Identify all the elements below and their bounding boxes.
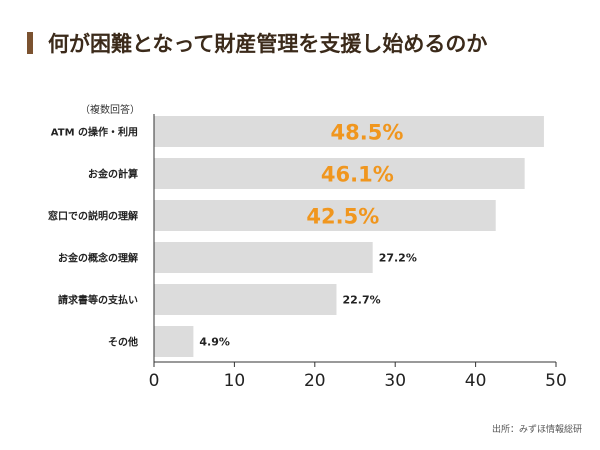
value-label: 22.7% [343,294,381,307]
x-tick-label: 50 [545,371,567,391]
chart-title: 何が困難となって財産管理を支援し始めるのか [48,32,488,56]
value-label: 4.9% [199,336,230,349]
bar [154,116,544,147]
x-tick-label: 0 [149,371,160,391]
source-credit: 出所：みずほ情報総研 [491,425,582,435]
category-label: その他 [108,336,138,349]
category-label: 請求書等の支払い [58,294,138,307]
bar [154,242,373,273]
category-label: お金の概念の理解 [58,252,138,265]
bar [154,284,337,315]
bar [154,158,525,189]
value-label: 46.1% [321,163,394,187]
value-label: 27.2% [379,252,417,265]
x-tick-label: 40 [465,371,487,391]
x-tick-label: 10 [224,371,246,391]
value-label: 48.5% [331,121,404,145]
x-tick-label: 20 [304,371,326,391]
value-label: 42.5% [306,205,379,229]
title-accent-bar [27,32,33,54]
bar [154,200,496,231]
category-label: 窓口での説明の理解 [48,210,138,223]
x-tick-label: 30 [384,371,406,391]
category-label: お金の計算 [88,168,138,181]
multiple-answer-note: （複数回答） [80,105,140,116]
category-label: ATM の操作・利用 [51,126,138,139]
bar [154,326,194,357]
